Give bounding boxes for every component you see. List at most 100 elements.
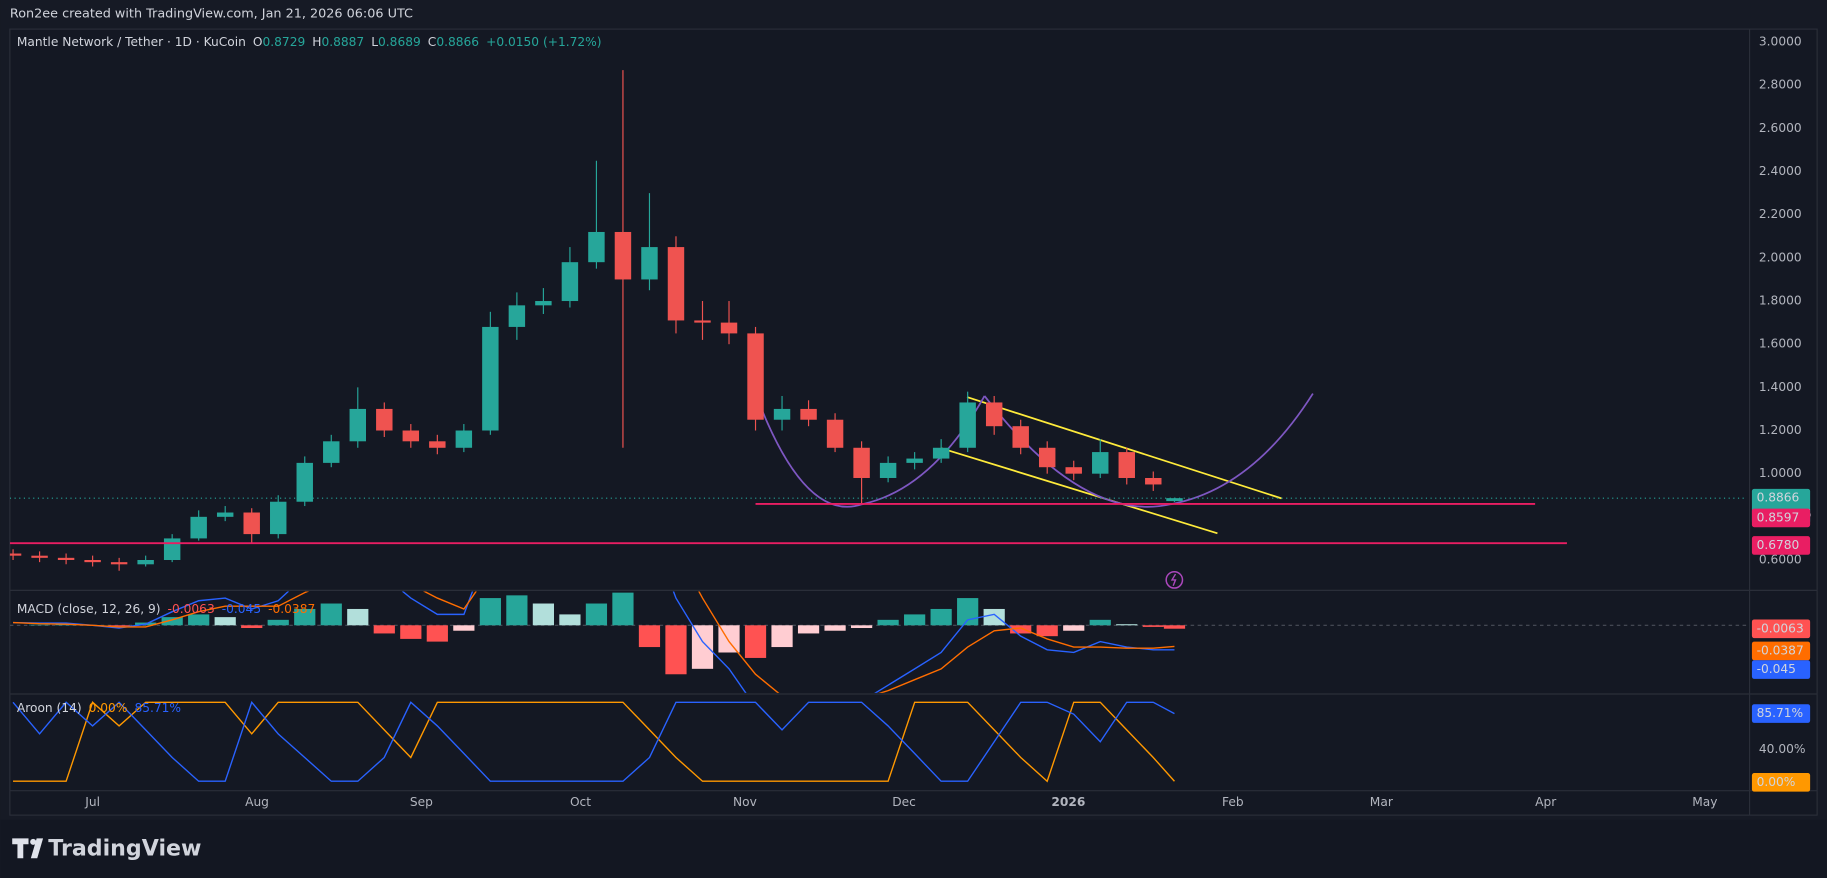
- candle-body: [853, 447, 870, 478]
- candle-body: [1065, 467, 1082, 474]
- histogram-bar: [983, 608, 1005, 626]
- y-tick-label: 2.6000: [1759, 121, 1802, 135]
- candle-body: [747, 333, 764, 420]
- price-tag-label: 85.71%: [1757, 706, 1804, 720]
- candle-body: [110, 562, 128, 565]
- price-tag-label: 0.8866: [1757, 491, 1800, 505]
- histogram-bar: [638, 625, 661, 648]
- histogram-bar: [347, 608, 369, 626]
- histogram-bar: [1036, 625, 1058, 637]
- candle-body: [614, 231, 632, 280]
- candle-body: [1092, 452, 1109, 474]
- price-tag-label: 0.6780: [1757, 538, 1800, 552]
- tradingview-logo: TradingView: [12, 835, 201, 861]
- price-tag: [1751, 641, 1811, 661]
- candle-body: [31, 555, 48, 558]
- candle-body: [349, 408, 367, 442]
- footer: [0, 819, 1827, 878]
- candle-body: [1166, 498, 1183, 502]
- x-tick-label: Sep: [410, 795, 433, 809]
- y-tick-label: 1.2000: [1759, 423, 1802, 437]
- candle-body: [561, 262, 579, 302]
- candle-body: [482, 326, 499, 431]
- candle-body: [641, 247, 658, 280]
- histogram-bar: [665, 625, 687, 675]
- histogram-bar: [930, 608, 952, 626]
- price-tag: [1751, 704, 1811, 723]
- y-tick-label: 1.0000: [1759, 466, 1802, 480]
- aroon-pane: [12, 700, 1175, 783]
- ohlc-key: L: [371, 34, 378, 48]
- histogram-bar: [532, 603, 555, 626]
- candle-body: [959, 402, 976, 448]
- ohlc-value: 0.8729: [263, 34, 306, 48]
- x-tick-label: Jul: [84, 795, 100, 809]
- histogram-bar: [28, 624, 51, 626]
- candle-body: [57, 557, 75, 560]
- histogram-bar: [904, 614, 926, 626]
- aroon-up-line: [13, 701, 1175, 783]
- trendline: [941, 447, 1218, 535]
- x-tick-label: 2026: [1051, 795, 1085, 809]
- event-icon-glyph: [1170, 573, 1177, 586]
- candle-body: [773, 408, 791, 420]
- histogram-bar: [506, 595, 528, 626]
- candle-body: [9, 553, 22, 556]
- histogram-bar: [1163, 625, 1186, 629]
- logo-mark: [30, 838, 37, 845]
- y-tick-label: 1.6000: [1759, 337, 1802, 351]
- candle-body: [163, 538, 181, 560]
- candle-body: [429, 441, 446, 448]
- overlay: 3.0000 2.8000 2.6000 2.4000 2.2000 2.0000 1.80…: [17, 34, 1812, 808]
- candle-body: [588, 231, 605, 263]
- candle-body: [1118, 452, 1135, 478]
- price-pane: [9, 70, 1748, 571]
- indicator-value: -0.0063: [168, 602, 215, 616]
- price-tag: [1751, 508, 1811, 528]
- y-tick-label: 2.2000: [1759, 207, 1802, 221]
- indicator-value: 0.00%: [89, 700, 128, 714]
- candle-body: [190, 516, 207, 539]
- histogram-bar: [824, 625, 846, 631]
- histogram-bar: [585, 603, 608, 626]
- histogram-bar: [479, 598, 501, 626]
- histogram-bar: [453, 625, 475, 631]
- candle-body: [137, 559, 154, 565]
- attribution: Ron2ee created with TradingView.com, Jan…: [10, 6, 413, 21]
- candle-body: [216, 512, 234, 517]
- aroon-down-line: [12, 700, 1175, 782]
- brand: TradingView: [48, 835, 201, 861]
- y-tick-label: 40.00%: [1759, 742, 1806, 756]
- logo-mark: [30, 838, 44, 859]
- candle-body: [455, 430, 473, 448]
- candle-body: [906, 458, 923, 463]
- event-icon[interactable]: [1165, 570, 1184, 589]
- histogram-bar: [691, 625, 714, 669]
- candle-body: [800, 408, 817, 420]
- candle-body: [985, 402, 1003, 427]
- price-tag-label: 0.8597: [1757, 510, 1800, 524]
- histogram-bar: [214, 617, 236, 626]
- histogram-bar: [1116, 624, 1138, 626]
- x-tick-label: Aug: [245, 795, 269, 809]
- candle-body: [1038, 447, 1056, 468]
- candle-body: [402, 430, 420, 442]
- macd-pane: [9, 591, 1748, 693]
- price-tag: [1751, 773, 1811, 792]
- indicator-title: MACD (close, 12, 26, 9): [17, 602, 161, 616]
- ohlc-value: 0.8866: [436, 34, 479, 48]
- candle-body: [508, 305, 526, 327]
- y-tick-label: 2.4000: [1759, 164, 1802, 178]
- histogram-bar: [877, 619, 899, 626]
- candle-body: [1012, 426, 1029, 448]
- histogram-bar: [161, 617, 183, 626]
- signal-line: [12, 591, 1175, 693]
- candle-body: [694, 320, 711, 323]
- ohlc-key: O: [253, 34, 263, 48]
- ohlc-value: 0.8887: [321, 34, 364, 48]
- candle-body: [84, 559, 101, 563]
- candle-body: [243, 512, 260, 535]
- candle-body: [270, 501, 287, 535]
- histogram-bar: [1010, 625, 1032, 634]
